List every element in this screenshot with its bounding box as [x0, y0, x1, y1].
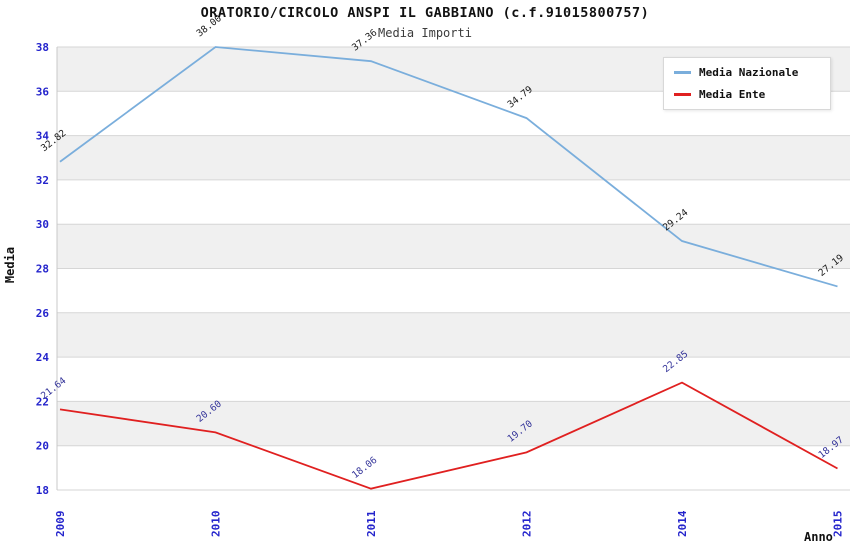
- chart-title: ORATORIO/CIRCOLO ANSPI IL GABBIANO (c.f.…: [200, 5, 650, 21]
- legend-swatch-icon: [674, 71, 691, 74]
- y-tick-label: 26: [36, 307, 50, 320]
- plot-band: [57, 224, 850, 269]
- chart-legend: Media Nazionale Media Ente: [663, 57, 831, 110]
- y-tick-label: 34: [36, 130, 50, 143]
- legend-swatch-icon: [674, 93, 691, 96]
- y-tick-label: 22: [36, 395, 49, 408]
- x-tick-label: 2009: [54, 511, 67, 538]
- data-point-label: 38.00: [195, 13, 225, 39]
- series-line-media-ente: [59, 381, 838, 490]
- x-tick-label: 2015: [832, 511, 845, 538]
- y-tick-label: 18: [36, 484, 49, 497]
- x-tick-label: 2012: [521, 511, 534, 538]
- y-tick-label: 30: [36, 218, 49, 231]
- x-axis-title: Anno: [804, 530, 833, 544]
- x-tick-label: 2014: [676, 510, 689, 537]
- y-tick-label: 38: [36, 41, 49, 54]
- plot-band: [57, 312, 850, 358]
- plot-band: [57, 401, 850, 446]
- legend-item: Media Nazionale: [674, 66, 820, 79]
- legend-label: Media Nazionale: [699, 66, 799, 79]
- x-tick-label: 2011: [365, 510, 378, 537]
- y-tick-label: 24: [36, 351, 50, 364]
- plot-band: [57, 135, 850, 180]
- y-tick-label: 20: [36, 440, 49, 453]
- y-axis-title: Media: [3, 247, 17, 283]
- x-tick-label: 2010: [210, 511, 223, 538]
- y-tick-label: 36: [36, 85, 50, 98]
- series-line-media-nazionale: [59, 46, 838, 288]
- y-tick-label: 28: [36, 263, 49, 276]
- legend-label: Media Ente: [699, 88, 766, 101]
- legend-item: Media Ente: [674, 88, 820, 101]
- data-point-label: 21.64: [39, 375, 69, 401]
- y-tick-label: 32: [36, 174, 49, 187]
- data-point-label: 18.06: [350, 455, 380, 481]
- chart-subtitle: Media Importi: [378, 26, 472, 40]
